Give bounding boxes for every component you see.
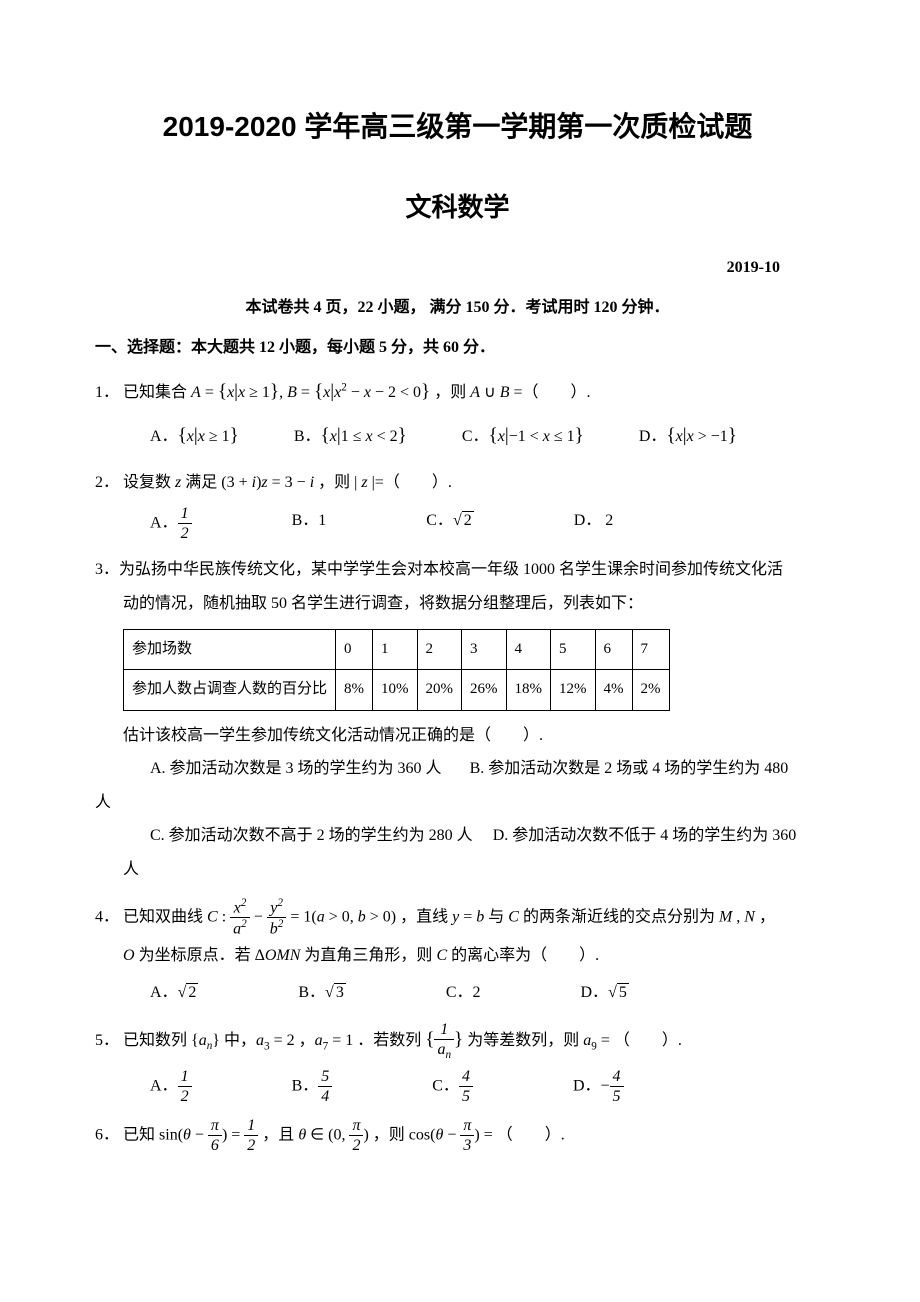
- q4-opt-b: B．3: [298, 976, 345, 1010]
- q2-number: 2．: [95, 474, 119, 491]
- q3-stem-line3: 估计该校高一学生参加传统文化活动情况正确的是（ ）.: [95, 719, 820, 753]
- brace: {: [218, 381, 227, 402]
- q5-number: 5．: [95, 1032, 119, 1049]
- q1-stem-pre: 已知集合: [123, 384, 191, 401]
- q1-options: A．{x|x ≥ 1} B．{x|1 ≤ x < 2} C．{x|−1 < x …: [95, 416, 820, 456]
- q2-opt-b: B．1: [292, 504, 327, 543]
- q3-opt-a: A. 参加活动次数是 3 场的学生约为 360 人: [150, 760, 442, 777]
- q3-stem-line2: 动的情况，随机抽取 50 名学生进行调查，将数据分组整理后，列表如下：: [95, 587, 820, 621]
- q5-options: A．12 B．54 C．45 D．−45: [95, 1067, 820, 1106]
- q3-opt-row1: A. 参加活动次数是 3 场的学生约为 360 人 B. 参加活动次数是 2 场…: [95, 752, 820, 786]
- question-1: 1． 已知集合 A = {x|x ≥ 1}, B = {x|x2 − x − 2…: [95, 372, 820, 457]
- question-4: 4． 已知双曲线 C : x2a2 − y2b2 = 1(a > 0, b > …: [95, 897, 820, 1010]
- q1-sets: A: [191, 384, 201, 401]
- question-3: 3．为弘扬中华民族传统文化，某中学学生会对本校高一年级 1000 名学生课余时间…: [95, 553, 820, 886]
- page-subtitle: 文科数学: [95, 183, 820, 232]
- q4-options: A．2 B．3 C．2 D．5: [95, 976, 820, 1010]
- q3-table: 参加场数 0 1 2 3 4 5 6 7 参加人数占调查人数的百分比 8% 10…: [123, 629, 670, 711]
- question-5: 5． 已知数列 {an} 中，a3 = 2 ，a7 = 1 ．若数列 {1an}…: [95, 1020, 820, 1106]
- table-row: 参加场数 0 1 2 3 4 5 6 7: [124, 629, 670, 670]
- q5-opt-c: C．45: [432, 1067, 473, 1106]
- q1-opt-d: D．{x|x > −1}: [639, 416, 737, 456]
- q5-opt-d: D．−45: [573, 1067, 624, 1106]
- q1-opt-c: C．{x|−1 < x ≤ 1}: [462, 416, 584, 456]
- q3-row2-label: 参加人数占调查人数的百分比: [124, 670, 336, 711]
- q3-opt-b-cont: 人: [95, 786, 820, 820]
- table-row: 参加人数占调查人数的百分比 8% 10% 20% 26% 18% 12% 4% …: [124, 670, 670, 711]
- q2-opt-d: D． 2: [574, 504, 614, 543]
- q3-opt-b: B. 参加活动次数是 2 场或 4 场的学生约为 480: [470, 760, 789, 777]
- q4-stem-line2: O 为坐标原点．若 ΔOMN 为直角三角形，则 C 的离心率为（ ）.: [95, 939, 820, 973]
- question-6: 6． 已知 sin(θ − π6) = 12 ，且 θ ∈ (0, π2) ，则…: [95, 1116, 820, 1155]
- q3-opt-d: D. 参加活动次数不低于 4 场的学生约为 360: [493, 827, 797, 844]
- q6-number: 6．: [95, 1126, 119, 1143]
- q4-opt-d: D．5: [581, 976, 629, 1010]
- q3-opt-row2: C. 参加活动次数不高于 2 场的学生约为 280 人 D. 参加活动次数不低于…: [95, 819, 820, 853]
- page-title: 2019-2020 学年高三级第一学期第一次质检试题: [95, 100, 820, 153]
- q2-opt-a: A．12: [150, 504, 192, 543]
- q3-number: 3．: [95, 561, 119, 578]
- question-2: 2． 设复数 z 满足 (3 + i)z = 3 − i ，则 | z |=（ …: [95, 466, 820, 543]
- q3-stem-line1: 为弘扬中华民族传统文化，某中学学生会对本校高一年级 1000 名学生课余时间参加…: [119, 561, 783, 578]
- q1-opt-b: B．{x|1 ≤ x < 2}: [294, 416, 407, 456]
- q3-opt-d-cont: 人: [95, 853, 820, 887]
- q4-number: 4．: [95, 908, 119, 925]
- exam-date: 2019-10: [95, 253, 820, 283]
- q5-opt-a: A．12: [150, 1067, 192, 1106]
- q3-opt-c: C. 参加活动次数不高于 2 场的学生约为 280 人: [150, 827, 473, 844]
- section-1-heading: 一、选择题：本大题共 12 小题，每小题 5 分，共 60 分．: [95, 333, 820, 363]
- q4-opt-a: A．2: [150, 976, 198, 1010]
- q1-opt-a: A．{x|x ≥ 1}: [150, 416, 239, 456]
- q4-opt-c: C．2: [446, 976, 481, 1010]
- q1-number: 1．: [95, 384, 119, 401]
- exam-meta: 本试卷共 4 页，22 小题， 满分 150 分．考试用时 120 分钟．: [95, 293, 820, 323]
- q5-opt-b: B．54: [292, 1067, 333, 1106]
- q3-row1-label: 参加场数: [124, 629, 336, 670]
- q2-opt-c: C．2: [426, 504, 473, 543]
- q2-options: A．12 B．1 C．2 D． 2: [95, 504, 820, 543]
